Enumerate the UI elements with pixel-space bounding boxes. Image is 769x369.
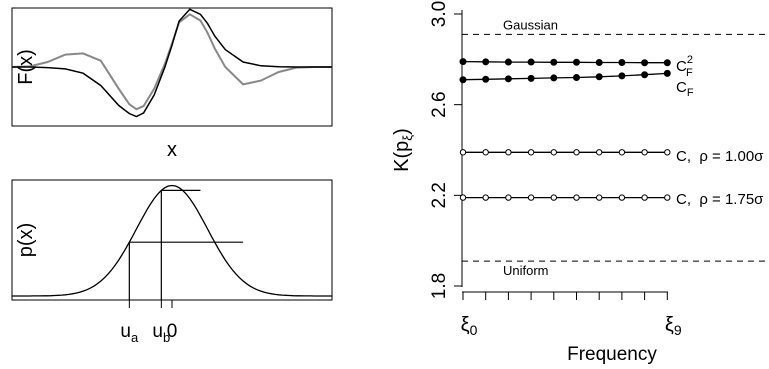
k-series-1-point-7 bbox=[618, 72, 626, 80]
panel-px: ua ub0 p(x) bbox=[11, 179, 333, 345]
k-series-1-point-6 bbox=[595, 73, 603, 81]
k-series-1-point-5 bbox=[573, 73, 580, 81]
k-y-tick-label-2: 2.6 bbox=[429, 91, 450, 117]
k-series-3-point-0 bbox=[459, 194, 467, 201]
k-series-2-point-6 bbox=[596, 149, 603, 156]
k-series-1-point-0 bbox=[459, 76, 467, 84]
px-x-ticks: ua ub0 bbox=[120, 299, 178, 345]
k-xlabel: Frequency bbox=[567, 344, 657, 365]
k-x-ticks: ξ0 ξ9 bbox=[461, 292, 682, 338]
k-series-2-point-4 bbox=[550, 149, 557, 156]
k-series-3-point-7 bbox=[618, 194, 626, 201]
k-series-2-point-7 bbox=[618, 149, 626, 156]
px-ylabel: p(x) bbox=[15, 223, 37, 257]
k-y-ticks: 1.8 2.2 2.6 3.0 bbox=[429, 1, 462, 299]
k-series-2-point-9 bbox=[664, 149, 671, 156]
k-series-2-point-3 bbox=[527, 149, 535, 156]
k-series-0-point-0 bbox=[459, 58, 467, 66]
k-series-2-point-8 bbox=[641, 149, 648, 156]
k-series-3-point-1 bbox=[482, 194, 489, 201]
k-series-2-point-2 bbox=[505, 149, 512, 156]
panel-fx: x F(x) bbox=[11, 7, 333, 161]
k-series-3-point-8 bbox=[641, 194, 648, 201]
k-series-3-point-5 bbox=[573, 194, 580, 201]
k-series-3-point-6 bbox=[596, 194, 603, 201]
k-series-3-point-4 bbox=[550, 194, 557, 201]
k-series-1-point-8 bbox=[641, 71, 649, 79]
k-series-0-line bbox=[462, 60, 668, 64]
k-series-0-point-5 bbox=[573, 58, 580, 66]
k-label-cf2: C2 F bbox=[676, 54, 693, 79]
fx-series-black-line bbox=[12, 8, 332, 118]
k-x-tick-label-0: ξ0 bbox=[461, 314, 478, 338]
px-x-tick-label-0: ua bbox=[120, 321, 139, 345]
k-series-1-point-1 bbox=[482, 75, 490, 83]
px-density-curve bbox=[12, 184, 332, 297]
k-ref-label-uniform: Uniform bbox=[503, 263, 549, 278]
k-label-c175: C, ρ = 1.75σ bbox=[676, 191, 764, 208]
k-series-0-point-7 bbox=[618, 59, 626, 67]
k-ref-label-gaussian: Gaussian bbox=[503, 17, 558, 32]
panel-px-frame bbox=[11, 179, 333, 301]
k-series bbox=[459, 58, 671, 201]
k-y-tick-label-1: 2.2 bbox=[429, 182, 450, 208]
k-ylabel: K(pξ) bbox=[391, 128, 415, 172]
k-series-3-point-2 bbox=[505, 194, 512, 201]
px-level-segments bbox=[128, 189, 244, 300]
fx-series-gray-line bbox=[11, 13, 332, 111]
k-series-2-point-1 bbox=[482, 149, 489, 156]
k-series-0-point-3 bbox=[527, 58, 535, 66]
k-label-c100: C, ρ = 1.00σ bbox=[676, 148, 764, 165]
k-reference-lines: Gaussian Uniform bbox=[462, 17, 765, 278]
k-label-cf: CF bbox=[676, 79, 694, 99]
k-series-0-point-9 bbox=[663, 59, 671, 67]
k-series-1-line bbox=[462, 72, 668, 81]
k-series-3-point-9 bbox=[664, 194, 671, 201]
k-series-0-point-8 bbox=[641, 59, 649, 67]
px-x-tick-label-2: 0 bbox=[167, 321, 178, 342]
k-series-2-point-0 bbox=[459, 149, 467, 156]
fx-xlabel: x bbox=[167, 139, 177, 161]
k-x-tick-label-1: ξ9 bbox=[665, 314, 682, 338]
k-y-tick-label-3: 3.0 bbox=[429, 1, 450, 27]
k-series-1-point-4 bbox=[550, 74, 558, 82]
k-series-0-point-1 bbox=[482, 58, 490, 66]
k-y-tick-label-0: 1.8 bbox=[429, 273, 450, 299]
k-series-0-point-4 bbox=[550, 58, 558, 66]
k-series-1-point-3 bbox=[527, 74, 535, 82]
fx-ylabel: F(x) bbox=[15, 49, 37, 85]
k-series-1-point-2 bbox=[504, 75, 512, 83]
k-series-1-point-9 bbox=[663, 69, 671, 77]
k-series-2-point-5 bbox=[573, 149, 580, 156]
k-series-0-point-2 bbox=[504, 58, 512, 66]
k-series-0-point-6 bbox=[595, 59, 603, 67]
k-series-3-point-3 bbox=[527, 194, 535, 201]
